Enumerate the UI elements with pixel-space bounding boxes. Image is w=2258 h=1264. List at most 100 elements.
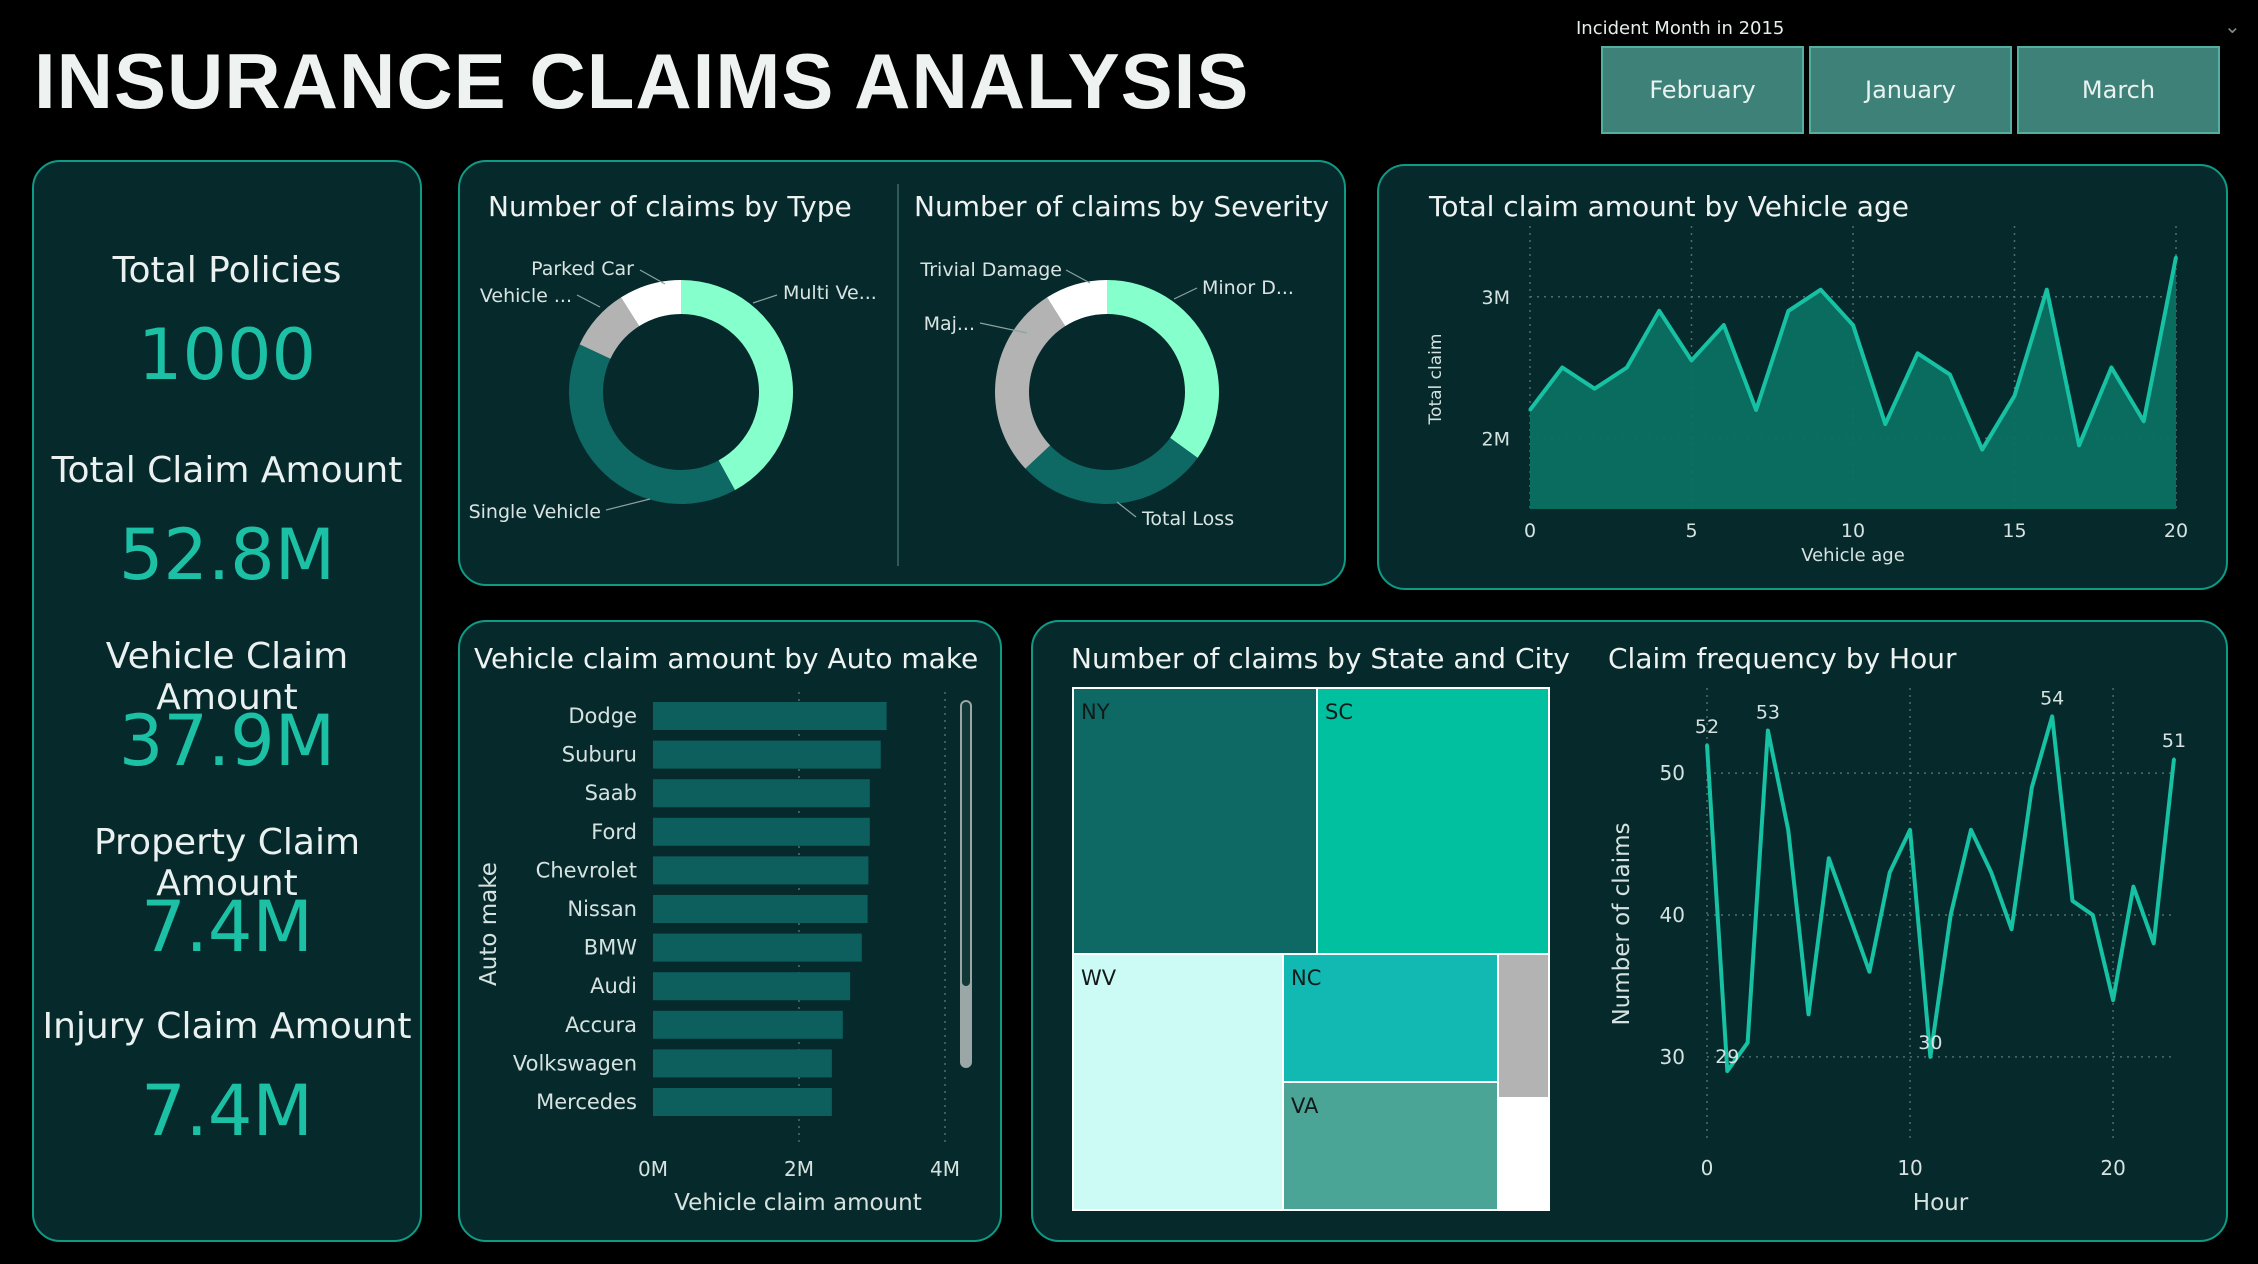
type-slice-1: [569, 344, 735, 505]
hour-data-label-3: 30: [1918, 1032, 1942, 1054]
make-label-10: Mercedes: [536, 1090, 637, 1114]
hour-data-label-5: 51: [2162, 730, 2186, 752]
donut-divider: [897, 184, 899, 566]
make-label-3: Ford: [591, 820, 637, 844]
make-label-9: Volkswagen: [513, 1051, 637, 1075]
age-area: [1530, 257, 2176, 509]
make-bar-4: [653, 856, 869, 885]
hour-point-16: [2030, 785, 2034, 789]
age-xtick-1: 5: [1685, 520, 1697, 542]
auto-make-chart: 0M 2M 4M Dodge Suburu Saab Ford Chevrolet Nissan…: [476, 692, 972, 1216]
age-point-19: [2142, 419, 2146, 423]
hour-point-20: [2111, 998, 2115, 1002]
type-slice-label-0: Multi Ve...: [783, 282, 877, 304]
hour-point-15: [2010, 927, 2014, 931]
age-point-3: [1625, 366, 1629, 369]
slicer-option-february[interactable]: February: [1601, 46, 1804, 134]
severity-slice-1: [1025, 437, 1198, 504]
age-point-20: [2174, 255, 2178, 259]
age-xtick-2: 10: [1841, 520, 1865, 542]
auto-make-card: Vehicle claim amount by Auto make 0M 2M 4M…: [458, 620, 1002, 1242]
chevron-down-icon[interactable]: ⌄: [2224, 14, 2241, 38]
make-label-7: Audi: [590, 974, 637, 998]
kpi-property-claim-value: 7.4M: [141, 886, 313, 968]
age-point-8: [1786, 309, 1790, 313]
age-point-5: [1690, 358, 1693, 362]
kpi-total-claim-value: 52.8M: [118, 514, 336, 596]
make-bar-10: [653, 1088, 832, 1116]
severity-slice-label-0: Minor D...: [1202, 277, 1294, 299]
severity-leader-2: [979, 322, 1028, 334]
age-point-15: [2013, 394, 2016, 398]
kpi-vehicle-claim-value: 37.9M: [118, 700, 336, 782]
make-bar-0: [653, 702, 887, 730]
age-point-11: [1883, 422, 1887, 426]
claims-by-type-title: Number of claims by Type: [488, 190, 852, 223]
slicer-option-march[interactable]: March: [2017, 46, 2220, 134]
treemap-cell-0: [1072, 687, 1318, 955]
slicer-option-january[interactable]: January: [1809, 46, 2012, 134]
hour-point-7: [1847, 913, 1851, 917]
hour-point-19: [2091, 913, 2095, 917]
severity-slice-label-2: Maj...: [924, 313, 975, 335]
age-point-10: [1851, 323, 1855, 327]
kpi-property-claim-label: Property Claim Amount: [93, 822, 361, 904]
age-xtick-0: 0: [1524, 520, 1536, 542]
age-ytick-0: 2M: [1482, 428, 1510, 450]
age-point-12: [1916, 351, 1920, 355]
type-slice-label-2: Vehicle ...: [480, 285, 572, 307]
kpi-total-policies-value: 1000: [137, 314, 317, 396]
hour-point-12: [1949, 913, 1953, 917]
make-label-0: Dodge: [568, 704, 637, 728]
type-slice-3: [620, 280, 681, 327]
severity-leader-3: [1065, 269, 1091, 284]
donut-charts-card: Number of claims by Type Number of claim…: [458, 160, 1346, 586]
vehicle-age-title: Total claim amount by Vehicle age: [1429, 190, 1909, 223]
hour-point-13: [1969, 828, 1973, 832]
hour-xlabel: Hour: [1913, 1190, 1969, 1216]
make-label-6: BMW: [584, 936, 638, 960]
severity-leader-1: [1116, 501, 1137, 518]
kpi-total-claim-label: Total Claim Amount: [51, 450, 403, 491]
age-point-1: [1560, 366, 1564, 369]
hour-point-1: [1725, 1069, 1729, 1073]
hour-point-3: [1766, 729, 1770, 733]
kpi-injury-claim-label: Injury Claim Amount: [42, 1006, 412, 1047]
kpi-total-policies-label: Total Policies: [112, 250, 342, 291]
kpi-vehicle-claim-label: Vehicle Claim Amount: [105, 636, 349, 718]
treemap-cell-5: [1497, 953, 1550, 1099]
make-label-4: Chevrolet: [536, 858, 637, 882]
treemap-cell-2: [1072, 953, 1284, 1211]
hour-data-label-4: 54: [2040, 687, 2064, 709]
hour-point-23: [2172, 757, 2176, 761]
type-leader-2: [576, 294, 601, 308]
severity-slice-3: [1046, 280, 1107, 327]
scrollbar-thumb: [962, 702, 970, 986]
hour-point-17: [2050, 714, 2054, 718]
hour-point-11: [1928, 1055, 1932, 1059]
make-label-5: Nissan: [567, 897, 637, 921]
age-point-16: [2045, 288, 2049, 292]
type-leader-3: [639, 269, 666, 285]
severity-slice-label-3: Trivial Damage: [919, 259, 1062, 281]
make-bar-6: [653, 933, 862, 962]
state-city-treemap: NY SC WV NC VA 0 10 20 30 40 50 52 29 53 30 54 51 Hour Num…: [1072, 687, 2186, 1216]
severity-leader-0: [1173, 287, 1198, 300]
hour-ytick-0: 30: [1660, 1045, 1685, 1069]
hour-point-8: [1867, 970, 1871, 974]
make-xtick-1: 2M: [784, 1157, 814, 1181]
hour-point-4: [1786, 828, 1790, 832]
make-bar-8: [653, 1010, 843, 1039]
age-point-4: [1657, 309, 1661, 313]
treemap-label-2: WV: [1081, 966, 1117, 990]
age-point-14: [1980, 448, 1984, 452]
hour-data-label-0: 52: [1695, 716, 1719, 738]
age-ylabel: Total claim: [1426, 334, 1446, 426]
kpi-panel: Total Policies 1000 Total Claim Amount 5…: [32, 160, 422, 1242]
donut-charts: Multi Ve... Single Vehicle Vehicle ... Park…: [469, 258, 1294, 530]
age-point-13: [1948, 373, 1952, 377]
hour-point-22: [2152, 941, 2156, 945]
severity-slice-label-1: Total Loss: [1141, 508, 1234, 530]
severity-slice-0: [1107, 280, 1219, 458]
hour-ytick-2: 50: [1660, 761, 1685, 785]
